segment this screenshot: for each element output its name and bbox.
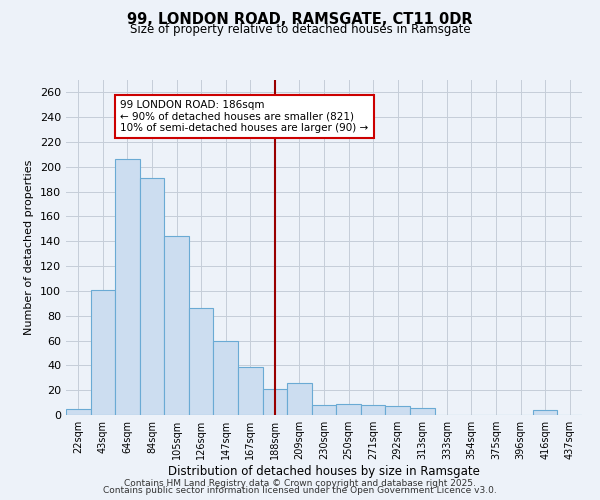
Bar	[164, 236, 189, 415]
Bar	[312, 405, 336, 415]
Text: Contains HM Land Registry data © Crown copyright and database right 2025.: Contains HM Land Registry data © Crown c…	[124, 478, 476, 488]
Bar	[263, 389, 287, 415]
Bar	[189, 308, 214, 415]
Bar	[66, 409, 91, 415]
Bar	[361, 405, 385, 415]
Bar	[214, 340, 238, 415]
X-axis label: Distribution of detached houses by size in Ramsgate: Distribution of detached houses by size …	[168, 465, 480, 478]
Text: 99, LONDON ROAD, RAMSGATE, CT11 0DR: 99, LONDON ROAD, RAMSGATE, CT11 0DR	[127, 12, 473, 28]
Y-axis label: Number of detached properties: Number of detached properties	[25, 160, 34, 335]
Bar	[533, 410, 557, 415]
Bar	[336, 404, 361, 415]
Text: Contains public sector information licensed under the Open Government Licence v3: Contains public sector information licen…	[103, 486, 497, 495]
Bar	[410, 408, 434, 415]
Bar	[385, 406, 410, 415]
Bar	[140, 178, 164, 415]
Bar	[115, 160, 140, 415]
Bar	[238, 366, 263, 415]
Text: 99 LONDON ROAD: 186sqm
← 90% of detached houses are smaller (821)
10% of semi-de: 99 LONDON ROAD: 186sqm ← 90% of detached…	[120, 100, 368, 133]
Bar	[287, 382, 312, 415]
Bar	[91, 290, 115, 415]
Text: Size of property relative to detached houses in Ramsgate: Size of property relative to detached ho…	[130, 22, 470, 36]
